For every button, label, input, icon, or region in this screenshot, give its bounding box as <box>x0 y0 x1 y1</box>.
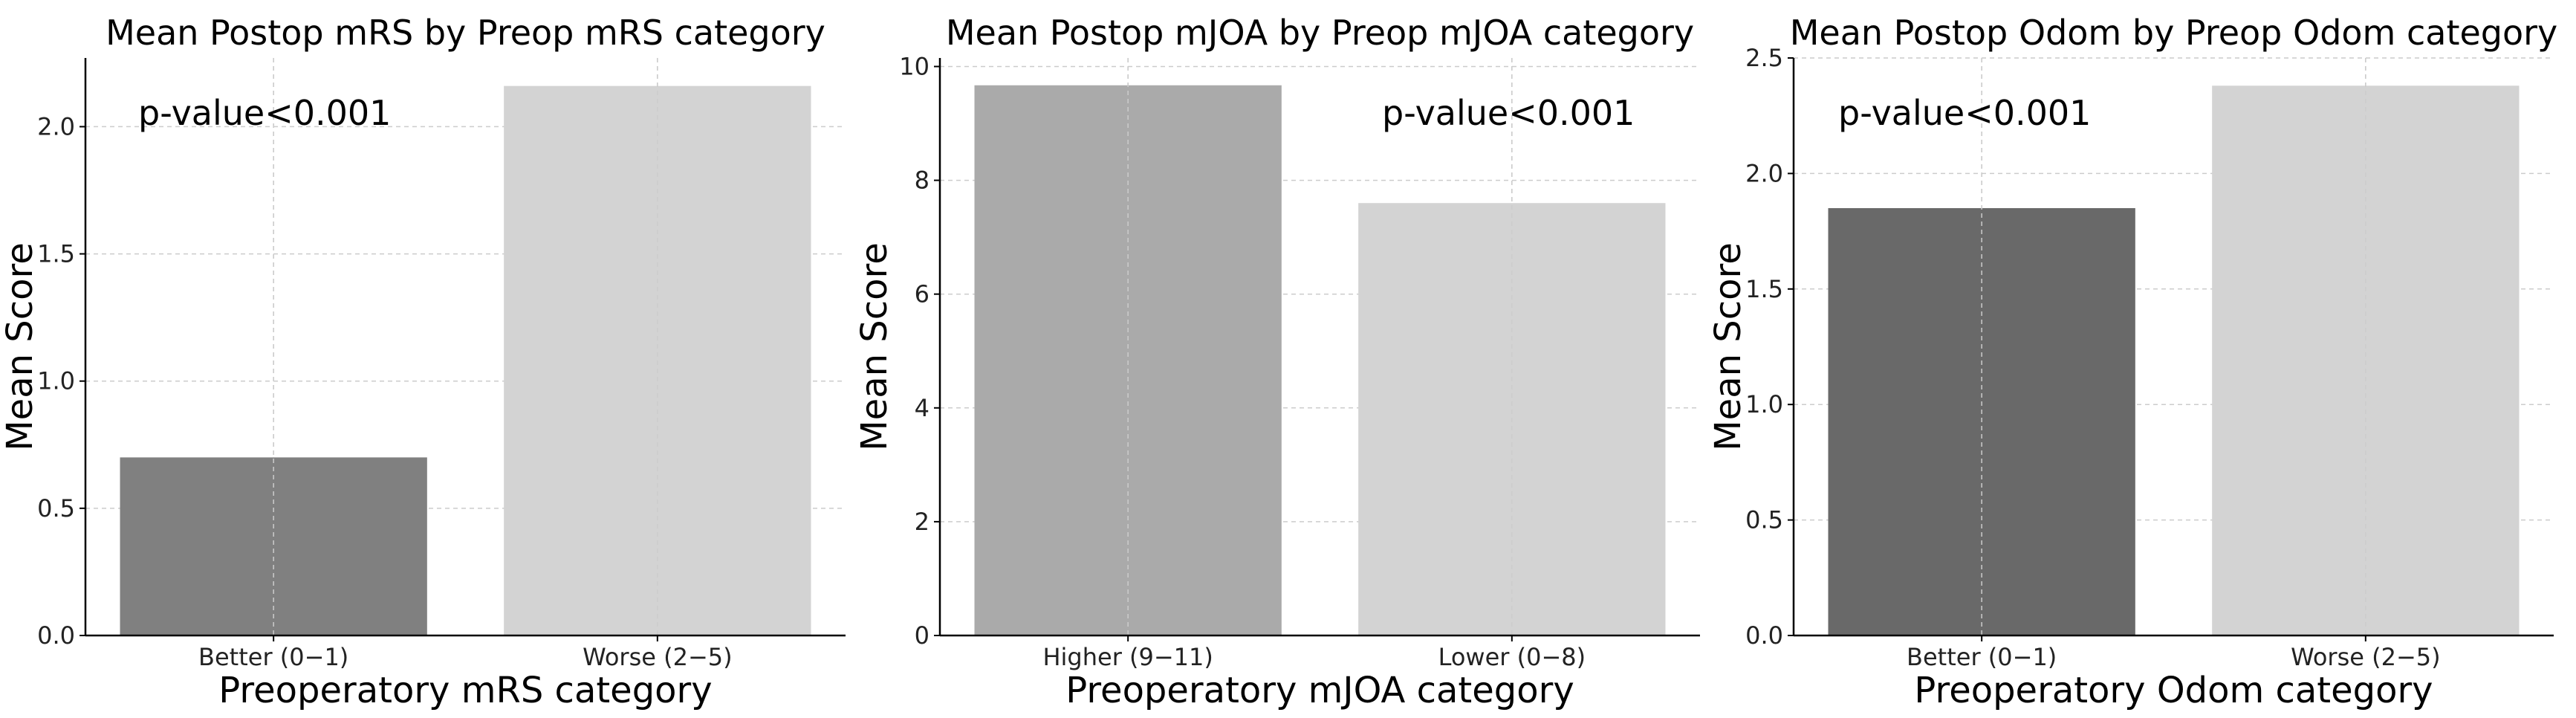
x-tick-label: Worse (2−5) <box>583 643 733 671</box>
x-tick-label: Better (0−1) <box>1907 643 2057 671</box>
chart-3: 0.0 0.5 1.0 1.5 2.0 2.5 Better (0−1) Worse (2−5… <box>1707 13 2557 711</box>
x-tick-label: Better (0−1) <box>198 643 348 671</box>
y-axis-label: Mean Score <box>0 242 41 450</box>
y-tick-label: 1.0 <box>37 367 75 395</box>
chart-title: Mean Postop Odom by Preop Odom category <box>1790 13 2558 53</box>
chart-2: 0 2 4 6 8 10 Higher (9−11) Lower (0−8) Mean Post… <box>854 13 1700 711</box>
y-tick-label: 1.5 <box>1745 275 1783 303</box>
y-tick-label: 0 <box>915 621 929 650</box>
y-tick-label: 2.0 <box>1745 159 1783 187</box>
y-tick-label: 0.0 <box>1745 621 1783 650</box>
x-tick-label: Worse (2−5) <box>2291 643 2441 671</box>
chart-title: Mean Postop mJOA by Preop mJOA category <box>946 13 1694 53</box>
y-axis-label: Mean Score <box>1707 242 1749 450</box>
y-tick-label: 10 <box>899 52 929 80</box>
x-tick-label: Lower (0−8) <box>1438 643 1586 671</box>
p-value-annotation: p-value<0.001 <box>138 93 391 133</box>
y-tick-label: 2 <box>915 508 929 536</box>
y-tick-label: 1.0 <box>1745 390 1783 418</box>
y-tick-label: 0.5 <box>1745 506 1783 534</box>
y-tick-label: 2.0 <box>37 112 75 140</box>
y-tick-label: 6 <box>915 280 929 308</box>
y-tick-label: 4 <box>915 394 929 422</box>
p-value-annotation: p-value<0.001 <box>1382 93 1635 133</box>
chart-1: 0.0 0.5 1.0 1.5 2.0 Better (0−1) Worse (2−5) Me… <box>0 13 846 711</box>
x-axis-label: Preoperatory Odom category <box>1914 670 2433 711</box>
y-tick-label: 0.5 <box>37 494 75 523</box>
y-tick-label: 0.0 <box>37 621 75 650</box>
chart-title: Mean Postop mRS by Preop mRS category <box>106 13 825 53</box>
x-tick-label: Higher (9−11) <box>1042 643 1213 671</box>
x-axis-label: Preoperatory mRS category <box>218 670 712 711</box>
p-value-annotation: p-value<0.001 <box>1838 93 2091 133</box>
y-axis-label: Mean Score <box>854 242 895 450</box>
y-tick-label: 1.5 <box>37 240 75 268</box>
y-tick-label: 2.5 <box>1745 44 1783 72</box>
y-tick-label: 8 <box>915 166 929 195</box>
x-axis-label: Preoperatory mJOA category <box>1065 670 1574 711</box>
